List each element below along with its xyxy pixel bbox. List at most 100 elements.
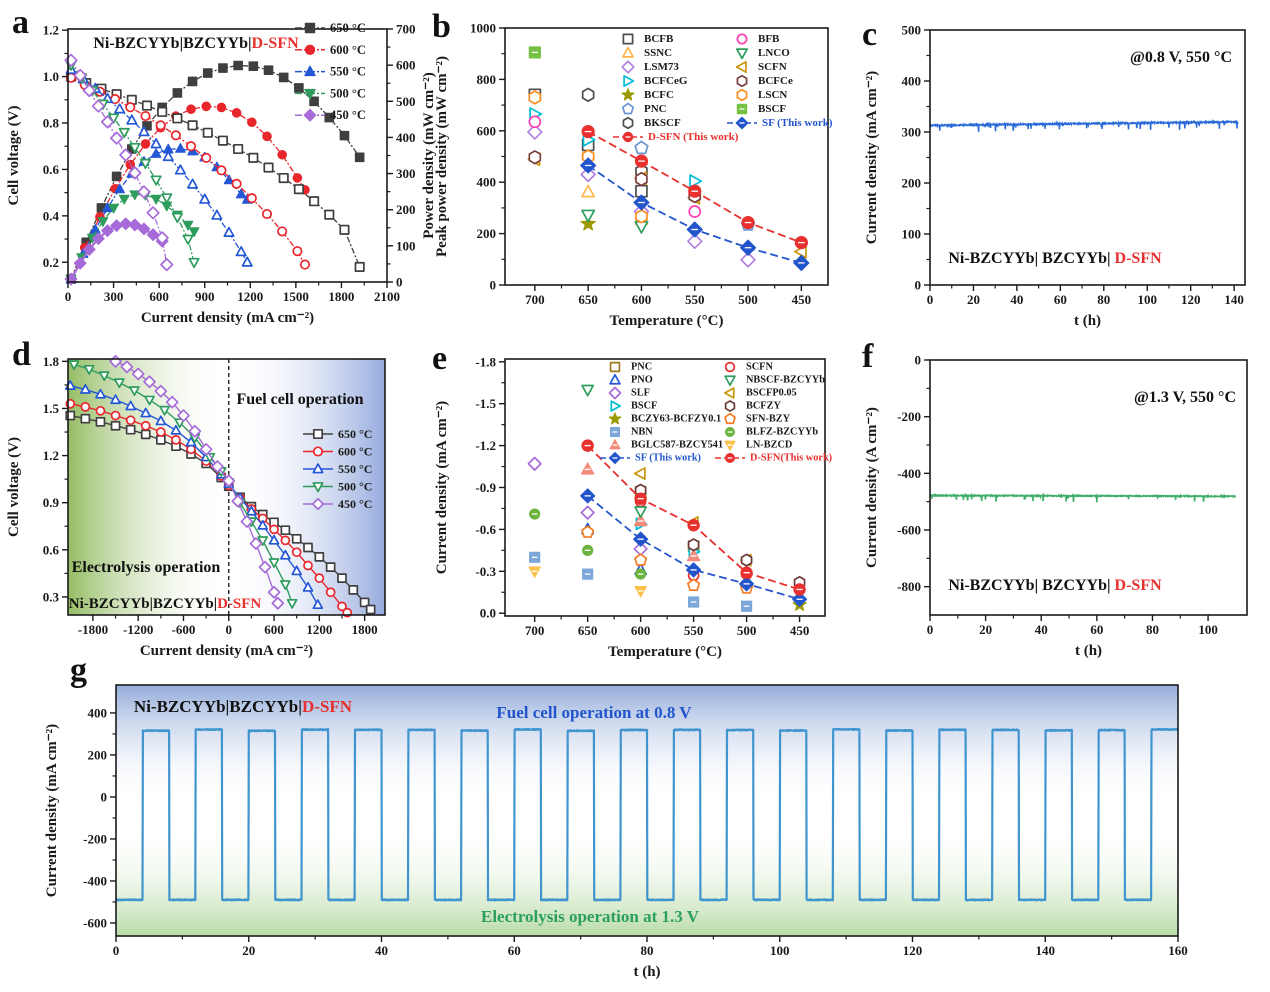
svg-text:0.3: 0.3	[43, 589, 60, 604]
svg-text:BGLC587-BZCY541: BGLC587-BZCY541	[631, 440, 723, 451]
svg-text:60: 60	[1090, 622, 1103, 637]
svg-text:40: 40	[375, 943, 388, 958]
svg-text:100: 100	[770, 943, 790, 958]
svg-text:140: 140	[1036, 943, 1056, 958]
panel-a-label: a	[12, 4, 29, 41]
svg-text:900: 900	[195, 289, 215, 304]
svg-text:PNO: PNO	[631, 375, 653, 386]
svg-text:1.2: 1.2	[43, 23, 59, 38]
panel-c-label: c	[862, 16, 878, 53]
svg-text:700: 700	[525, 623, 545, 638]
svg-text:500: 500	[902, 23, 922, 38]
svg-text:LSM73: LSM73	[644, 61, 679, 73]
svg-text:0: 0	[927, 292, 934, 307]
svg-text:-200: -200	[83, 831, 107, 846]
svg-text:40: 40	[1035, 622, 1048, 637]
svg-text:Electrolysis operation at 1.3: Electrolysis operation at 1.3 V	[481, 907, 700, 926]
svg-text:1800: 1800	[328, 289, 354, 304]
svg-text:400: 400	[396, 130, 416, 145]
svg-text:Ni-BZCYYb|BZCYYb|D-SFN: Ni-BZCYYb|BZCYYb|D-SFN	[134, 697, 353, 716]
svg-text:60: 60	[1054, 292, 1067, 307]
svg-text:-1.5: -1.5	[475, 396, 496, 411]
svg-text:0.9: 0.9	[43, 495, 60, 510]
svg-text:400: 400	[902, 74, 922, 89]
svg-text:550 °C: 550 °C	[338, 462, 372, 476]
svg-text:-600: -600	[172, 622, 196, 637]
svg-text:1200: 1200	[306, 622, 332, 637]
svg-text:BCFC: BCFC	[644, 89, 674, 101]
svg-text:Power density (mW cm⁻²): Power density (mW cm⁻²)	[421, 72, 437, 238]
svg-text:Temperature (°C): Temperature (°C)	[610, 313, 724, 329]
svg-text:BFB: BFB	[758, 33, 780, 45]
svg-text:500: 500	[738, 292, 758, 307]
svg-text:450: 450	[792, 292, 812, 307]
svg-text:80: 80	[641, 943, 654, 958]
svg-text:80: 80	[1097, 292, 1110, 307]
svg-text:Electrolysis operation: Electrolysis operation	[72, 559, 221, 576]
svg-text:Current density (mA cm⁻²): Current density (mA cm⁻²)	[141, 310, 314, 326]
svg-text:-1.2: -1.2	[475, 438, 496, 453]
svg-text:550: 550	[685, 292, 705, 307]
svg-text:140: 140	[1224, 292, 1244, 307]
svg-text:0: 0	[113, 943, 120, 958]
svg-text:1000: 1000	[470, 21, 496, 36]
svg-text:80: 80	[1146, 622, 1159, 637]
svg-text:PNC: PNC	[631, 362, 652, 373]
svg-text:600 °C: 600 °C	[330, 43, 366, 57]
svg-text:Peak power density (mW cm⁻²): Peak power density (mW cm⁻²)	[434, 56, 450, 257]
svg-text:60: 60	[508, 943, 521, 958]
svg-text:-400: -400	[83, 873, 107, 888]
svg-text:SLF: SLF	[631, 388, 650, 399]
svg-text:1.8: 1.8	[43, 354, 60, 369]
svg-text:BCFZY: BCFZY	[746, 401, 781, 412]
svg-text:Cell voltage (V): Cell voltage (V)	[6, 437, 22, 537]
svg-text:1500: 1500	[283, 289, 309, 304]
panel-f-label: f	[862, 338, 874, 375]
svg-text:Fuel cell operation: Fuel cell operation	[236, 391, 363, 408]
svg-text:Current density (A cm⁻²): Current density (A cm⁻²)	[864, 407, 880, 568]
svg-text:0.6: 0.6	[43, 162, 60, 177]
svg-text:0.8: 0.8	[43, 116, 60, 131]
svg-text:SCFN: SCFN	[758, 61, 787, 73]
svg-text:1.0: 1.0	[43, 69, 59, 84]
svg-text:BLFZ-BZCYYb: BLFZ-BZCYYb	[746, 427, 818, 438]
svg-text:LSCN: LSCN	[758, 89, 787, 101]
svg-text:0: 0	[226, 622, 233, 637]
svg-text:0.0: 0.0	[480, 606, 496, 621]
svg-text:600: 600	[396, 58, 416, 73]
svg-text:600 °C: 600 °C	[338, 445, 372, 459]
svg-text:-0.6: -0.6	[475, 522, 496, 537]
svg-text:BSCF: BSCF	[758, 103, 786, 115]
svg-text:600: 600	[477, 123, 497, 138]
svg-text:BSCF: BSCF	[631, 401, 657, 412]
svg-text:300: 300	[396, 166, 416, 181]
svg-text:100: 100	[1198, 622, 1218, 637]
svg-text:@1.3 V, 550 °C: @1.3 V, 550 °C	[1134, 389, 1236, 406]
svg-text:2100: 2100	[374, 289, 400, 304]
panel-d-chart: -1800 -1200 -600 0 600 1200 1800 0.3 0.6 0.9 1.2 1.…	[6, 354, 386, 659]
svg-text:0: 0	[927, 622, 934, 637]
svg-text:200: 200	[396, 202, 416, 217]
svg-text:0.6: 0.6	[43, 542, 60, 557]
svg-text:100: 100	[902, 227, 922, 242]
svg-text:100: 100	[1137, 292, 1157, 307]
svg-text:Temperature (°C): Temperature (°C)	[608, 644, 722, 660]
svg-text:t (h): t (h)	[1074, 313, 1101, 329]
svg-text:SFN-BZY: SFN-BZY	[746, 414, 791, 425]
svg-text:500 °C: 500 °C	[330, 86, 366, 100]
svg-text:120: 120	[1181, 292, 1201, 307]
svg-text:1200: 1200	[237, 289, 263, 304]
svg-text:0: 0	[915, 278, 922, 293]
svg-text:500: 500	[396, 94, 416, 109]
svg-text:600: 600	[264, 622, 284, 637]
svg-text:500 °C: 500 °C	[338, 480, 372, 494]
svg-text:Ni-BZCYYb| BZCYYb| D-SFN: Ni-BZCYYb| BZCYYb| D-SFN	[948, 250, 1162, 267]
svg-text:450: 450	[790, 623, 810, 638]
svg-text:-200: -200	[897, 409, 921, 424]
svg-text:D-SFN (This work): D-SFN (This work)	[648, 131, 739, 143]
svg-text:SSNC: SSNC	[644, 47, 672, 59]
svg-text:@0.8 V, 550 °C: @0.8 V, 550 °C	[1130, 49, 1232, 66]
panel-g-chart: 0 20 40 60 80 100 120 140 160 -600 -400 -200 0 200 400…	[44, 684, 1188, 980]
svg-text:100: 100	[396, 238, 416, 253]
